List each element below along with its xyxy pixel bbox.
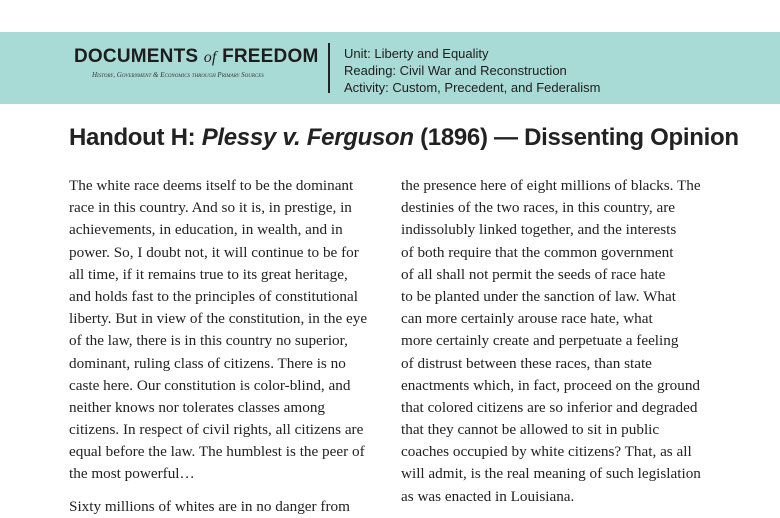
text-line: of both require that the common governme… [401,243,674,261]
logo-tagline: History, Government & Economics through … [92,71,264,79]
left-column: The white race deems itself to be the do… [69,175,367,518]
text-line: coaches occupied by white citizens? That… [401,443,692,461]
text-line: caste here. Our constitution is color-bl… [69,376,351,394]
page-title: Handout H: Plessy v. Ferguson (1896) — D… [69,124,739,152]
right-column: the presence here of eight millions of b… [401,175,701,508]
text-line: dominant, ruling class of citizens. Ther… [69,354,346,372]
text-line: achievements, in education, in wealth, a… [69,221,343,239]
text-line: the presence here of eight millions of b… [401,177,701,194]
header-info: Unit: Liberty and Equality Reading: Civi… [344,45,601,96]
header-band [0,32,780,104]
text-line: The white race deems itself to be the do… [69,177,354,194]
logo: DOCUMENTS of FREEDOM [74,46,318,68]
text-line: enactments which, in fact, proceed on th… [401,376,701,394]
text-line: power. So, I doubt not, it will continue… [69,243,359,261]
text-line: indissolubly linked together, and the in… [401,221,677,239]
text-line: that colored citizens are so inferior an… [401,398,698,416]
text-line: equal before the law. The humblest is th… [69,443,365,461]
text-line: destinies of the two races, in this coun… [401,199,675,217]
title-case: Plessy v. Ferguson [201,124,414,151]
text-line: of distrust between these races, than st… [401,354,652,372]
activity-label: Activity: Custom, Precedent, and Federal… [344,80,601,95]
text-line: the most powerful… [69,465,195,483]
text-line: as was enacted in Louisiana. [401,487,575,505]
text-line: neither knows nor tolerates classes amon… [69,398,326,416]
title-prefix: Handout H: [69,124,202,151]
text-line: that they cannot be allowed to sit in pu… [401,421,660,439]
text-line: Sixty millions of whites are in no dange… [69,497,350,515]
text-line: and holds fast to the principles of cons… [69,287,358,305]
text-line: will admit, is the real meaning of such … [401,465,701,483]
text-line: to be planted under the sanction of law.… [401,287,676,305]
text-line: race in this country. And so it is, in p… [69,199,352,217]
paragraph-gap [69,486,367,496]
text-line: of all shall not permit the seeds of rac… [401,265,666,283]
logo-text-end: FREEDOM [222,46,319,67]
title-suffix: (1896) — Dissenting Opinion [413,124,739,151]
unit-label: Unit: Liberty and Equality [344,46,489,61]
text-line: liberty. But in view of the constitution… [69,310,368,328]
text-line: all time, if it remains true to its grea… [69,265,348,283]
logo-of: of [203,49,217,66]
text-line: can more certainly arouse race hate, wha… [401,310,653,328]
text-line: of the law, there is in this country no … [69,332,348,350]
text-line: more certainly create and perpetuate a f… [401,332,679,350]
reading-label: Reading: Civil War and Reconstruction [344,63,567,78]
header-divider [328,43,330,93]
text-line: citizens. In respect of civil rights, al… [69,421,364,439]
logo-text: DOCUMENTS [74,46,199,67]
